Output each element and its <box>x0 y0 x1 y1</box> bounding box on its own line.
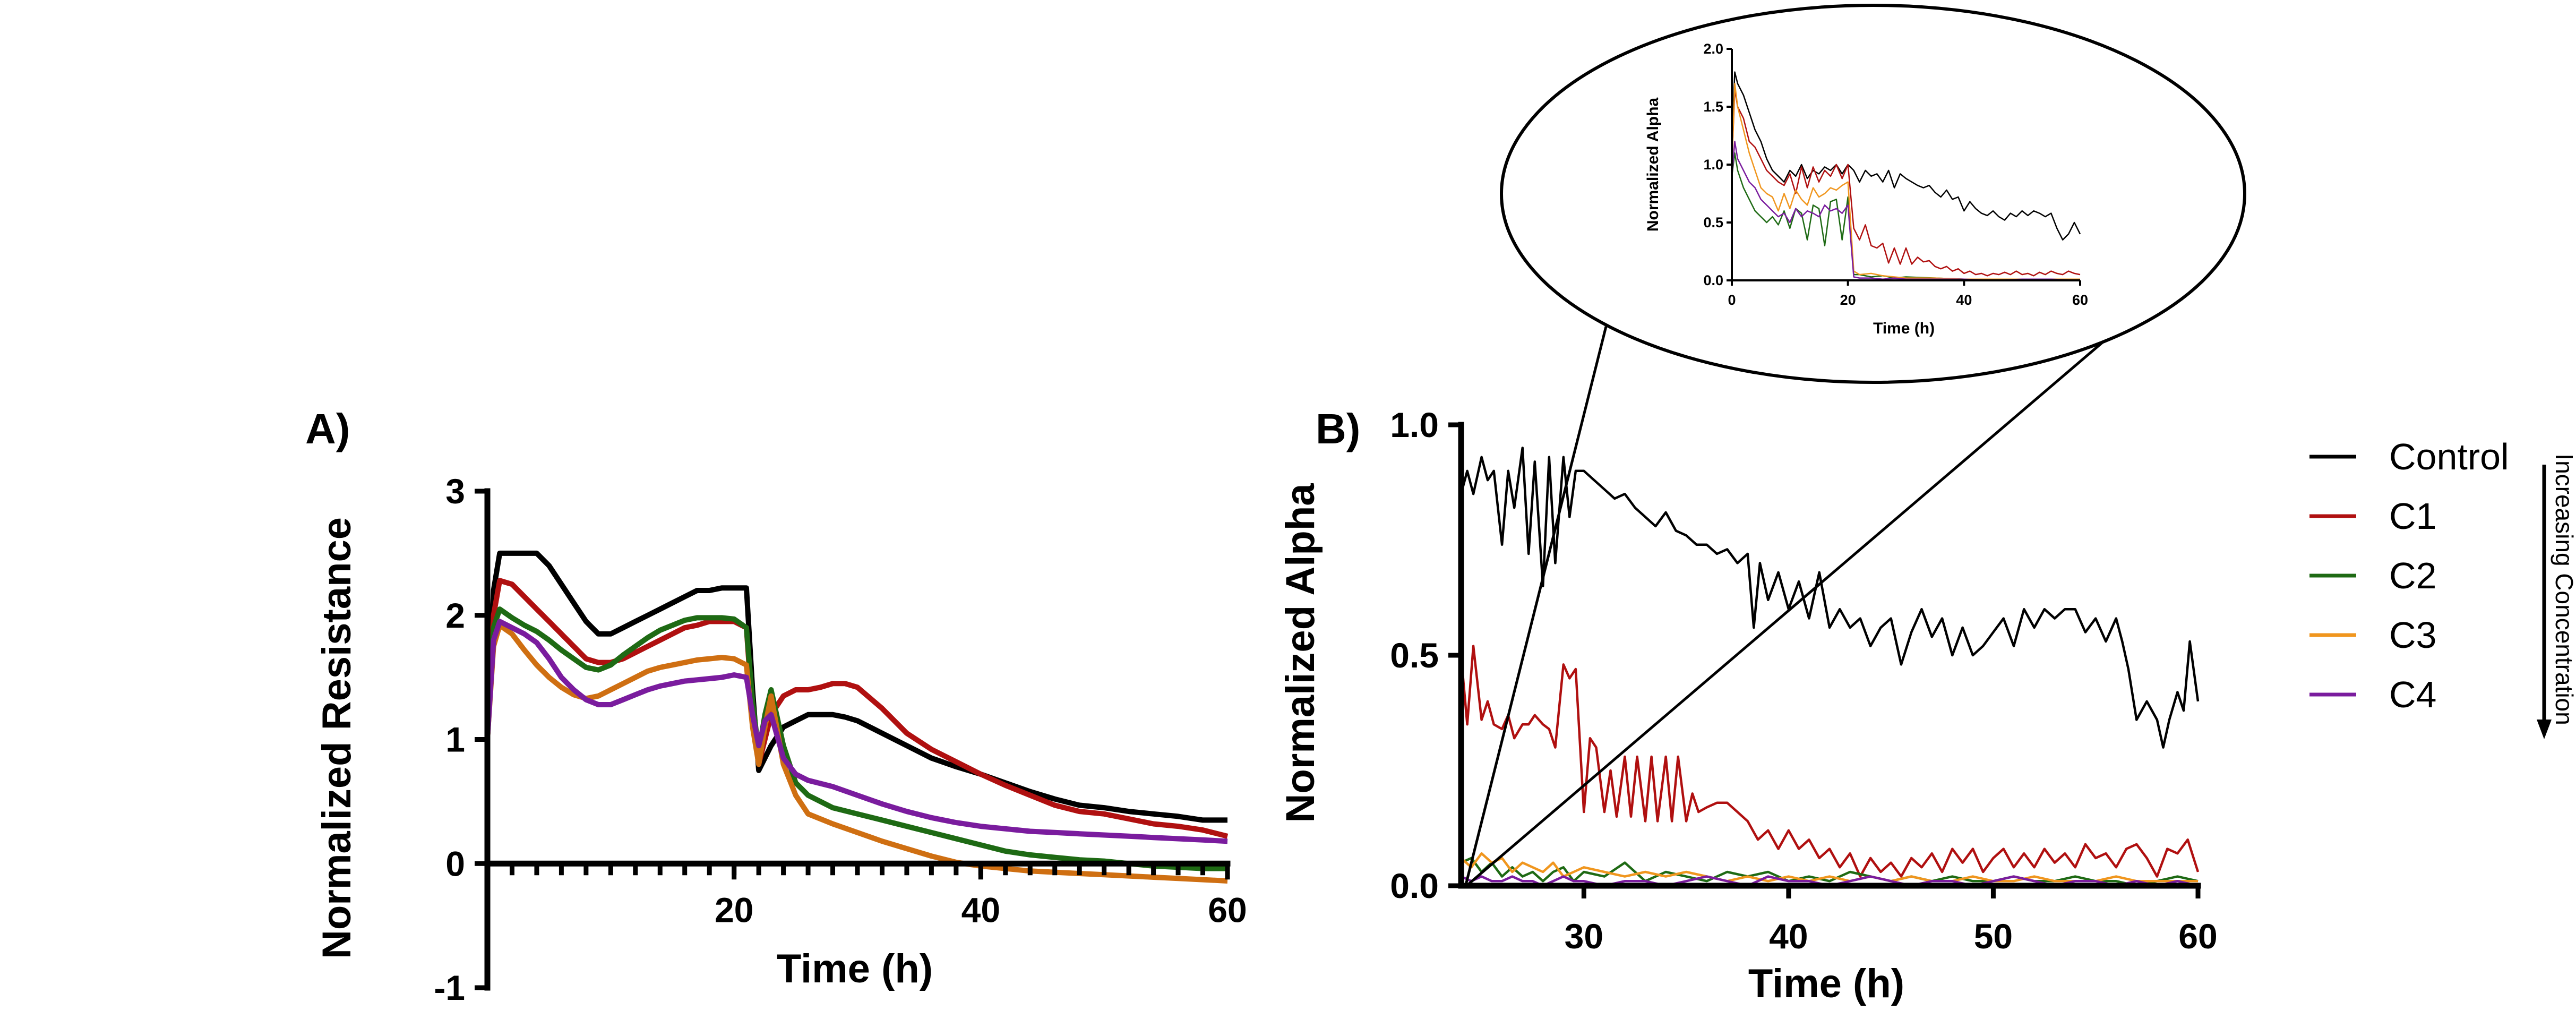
panel-b-inset-y-tick-label: 2.0 <box>1703 41 1723 57</box>
legend-label-c4: C4 <box>2389 674 2436 715</box>
panel-b-series-c3 <box>1460 852 2198 883</box>
panel-b-x-tick-label: 40 <box>1769 917 1808 956</box>
panel-a-series-c4 <box>485 619 1228 844</box>
legend: Control C1 C2 C3 C4 <box>2309 436 2509 715</box>
panel-b-inset-series-c4 <box>1731 141 2081 281</box>
inset-series-group <box>1731 71 2081 281</box>
panel-b-label: B) <box>1316 405 1360 452</box>
panel-b-y-axis-title: Normalized Alpha <box>1278 483 1323 823</box>
panel-a-y-tick-label: 0 <box>445 844 465 883</box>
legend-label-c2: C2 <box>2389 555 2436 596</box>
panel-a-chart: -1 0 1 2 3 20 40 60 Time (h) Normalized Resista… <box>314 472 1247 1007</box>
panel-a-y-tick-label: 3 <box>445 472 465 511</box>
inset-x-axis-title: Time (h) <box>1873 320 1935 337</box>
panel-b-inset-x-tick-label: 20 <box>1840 292 1856 308</box>
arrow-label: Increasing Concentration <box>2551 453 2576 725</box>
panel-b-chart: 0.0 0.5 1.0 30 40 50 60 Time (h) Normalized Al… <box>1278 405 2218 1006</box>
panel-a-x-tick-label: 60 <box>1208 890 1247 929</box>
panel-b-inset-series-control <box>1731 71 2081 241</box>
inset-ellipse <box>1500 4 2246 384</box>
panel-a-series-c2 <box>485 606 1227 871</box>
panel-b-series-c1 <box>1459 645 2200 878</box>
panel-a-label: A) <box>305 405 350 452</box>
panel-b-y-tick-label: 0.5 <box>1390 636 1439 675</box>
inset-axes: 0.0 0.5 1.0 1.5 2.0 0 20 40 60 <box>1703 41 2088 308</box>
panel-b-inset: 0.0 0.5 1.0 1.5 2.0 0 20 40 60 Time (h) Normaliz… <box>1500 4 2246 384</box>
panel-b-axes: 0.0 0.5 1.0 30 40 50 60 <box>1390 405 2217 956</box>
panel-a-series-group <box>485 550 1229 884</box>
panel-b-x-tick-label: 50 <box>1974 917 2013 956</box>
inset-y-axis-title: Normalized Alpha <box>1644 98 1662 232</box>
panel-b-inset-series-c3 <box>1731 83 2080 280</box>
panel-b-x-axis-title: Time (h) <box>1748 961 1904 1006</box>
panel-b-series-control <box>1459 447 2200 749</box>
panel-b-x-tick-label: 30 <box>1565 917 1603 956</box>
panel-a-y-tick-label: 2 <box>445 596 465 635</box>
panel-b-inset-x-tick-label: 60 <box>2072 292 2088 308</box>
panel-b-y-tick-label: 1.0 <box>1390 405 1439 444</box>
panel-a-x-tick-label: 40 <box>961 890 1000 929</box>
panel-a-y-tick-label: 1 <box>445 720 465 759</box>
panel-b-inset-x-tick-label: 40 <box>1956 292 1972 308</box>
panel-b-inset-y-tick-label: 1.5 <box>1703 99 1723 115</box>
zoom-connector-right <box>1464 326 2122 888</box>
legend-label-c1: C1 <box>2389 495 2436 537</box>
panel-b-inset-y-tick-label: 0.5 <box>1703 215 1723 230</box>
panel-b-series-group <box>1459 447 2200 887</box>
arrow-head-icon <box>2537 720 2552 739</box>
panel-a-y-axis-title: Normalized Resistance <box>314 517 359 959</box>
panel-b-inset-series-c1 <box>1731 89 2081 277</box>
legend-label-c3: C3 <box>2389 614 2436 656</box>
panel-b-x-tick-label: 60 <box>2178 917 2217 956</box>
panel-b-inset-x-tick-label: 0 <box>1728 292 1736 308</box>
panel-b-inset-y-tick-label: 1.0 <box>1703 157 1723 173</box>
concentration-arrow <box>2537 465 2552 739</box>
panel-a-x-axis-title: Time (h) <box>777 946 933 991</box>
zoom-connector-left <box>1464 326 1608 887</box>
panel-a-y-tick-label: -1 <box>434 968 465 1007</box>
panel-b-y-tick-label: 0.0 <box>1390 866 1439 905</box>
panel-a-x-tick-label: 20 <box>715 890 753 929</box>
legend-label-control: Control <box>2389 436 2509 477</box>
panel-b-inset-y-tick-label: 0.0 <box>1703 272 1723 288</box>
panel-a-axes: -1 0 1 2 3 20 40 60 <box>434 472 1247 1007</box>
